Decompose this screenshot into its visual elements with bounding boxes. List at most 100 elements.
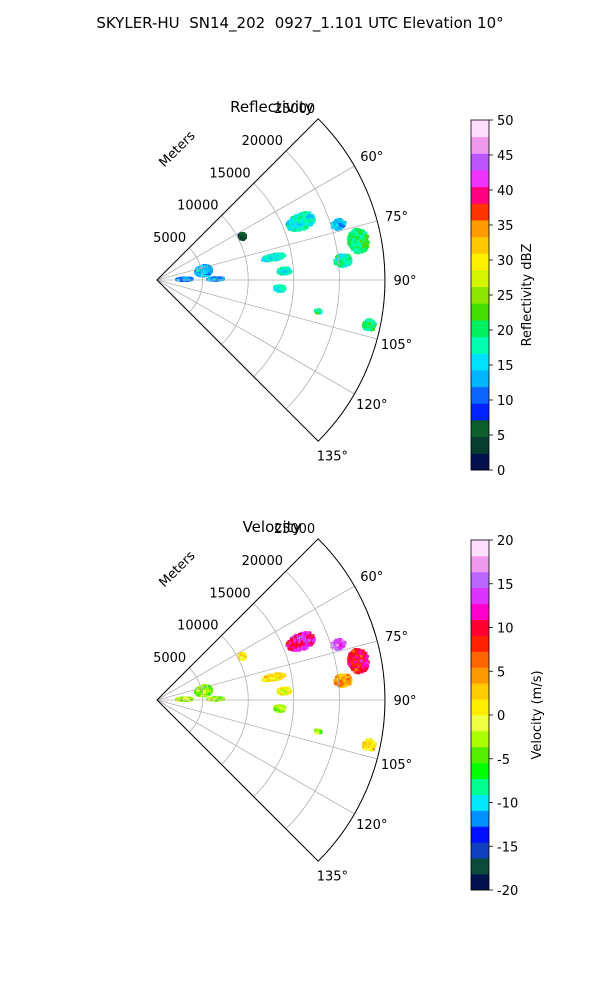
echo-gate bbox=[299, 221, 304, 224]
echo-gate bbox=[286, 271, 290, 275]
echo-gate bbox=[306, 634, 311, 637]
echo-gate bbox=[275, 674, 280, 678]
azimuth-spoke bbox=[156, 585, 355, 701]
echo-gate bbox=[365, 667, 369, 670]
echo-gate bbox=[203, 274, 207, 277]
echo-gate bbox=[335, 676, 339, 679]
colorbar-tick-label: 15 bbox=[497, 578, 514, 593]
echo-gate bbox=[340, 262, 344, 266]
echo-gate bbox=[300, 637, 305, 640]
echo-gate bbox=[278, 252, 282, 256]
echo-gate bbox=[294, 225, 298, 229]
echo-gate bbox=[335, 648, 339, 651]
echo-gate bbox=[354, 243, 358, 246]
echo-gate bbox=[289, 217, 293, 221]
echo-gate bbox=[331, 224, 335, 228]
sector-outline bbox=[156, 538, 386, 862]
echo-gate bbox=[364, 234, 369, 238]
echo-gate bbox=[343, 222, 347, 225]
echo-gate bbox=[301, 222, 305, 225]
echo-gate bbox=[365, 325, 370, 329]
echo-gate bbox=[293, 219, 297, 223]
echo-gate bbox=[359, 245, 363, 248]
echo-gate bbox=[297, 639, 301, 642]
echo-gate bbox=[291, 646, 295, 650]
echo-gate bbox=[339, 259, 343, 263]
echo-gate bbox=[300, 647, 304, 651]
echo-gate bbox=[305, 216, 309, 219]
echo-gate bbox=[281, 254, 285, 257]
radial-tick-label: 5000 bbox=[153, 651, 186, 666]
echo-gate bbox=[319, 309, 323, 313]
echo-gate bbox=[288, 640, 292, 643]
echo-gate bbox=[348, 235, 352, 239]
colorbar-swatch bbox=[471, 120, 489, 138]
echo-gate bbox=[272, 675, 276, 678]
angle-tick-label: 60° bbox=[360, 150, 383, 165]
polar-grid bbox=[156, 118, 386, 442]
echo-gate bbox=[281, 688, 285, 692]
echo-gate bbox=[354, 244, 358, 248]
echo-region bbox=[285, 211, 316, 232]
echo-gate bbox=[275, 254, 280, 258]
echo-gate bbox=[203, 685, 207, 688]
colorbar-swatch bbox=[471, 220, 489, 238]
echo-gate bbox=[293, 635, 297, 639]
colorbar-swatch bbox=[471, 555, 489, 573]
colorbar-tick-label: 10 bbox=[497, 622, 514, 637]
echo-gate bbox=[338, 638, 342, 641]
echo-gate bbox=[366, 324, 371, 327]
echo-gate bbox=[338, 643, 342, 646]
echo-gate bbox=[352, 658, 356, 661]
echo-gate bbox=[242, 236, 247, 240]
echo-gate bbox=[341, 678, 345, 682]
echo-gate bbox=[362, 323, 366, 327]
echo-gate bbox=[306, 214, 311, 217]
azimuth-spoke bbox=[156, 699, 355, 815]
echo-gate bbox=[363, 663, 367, 666]
echo-gate bbox=[307, 216, 311, 219]
echo-gate bbox=[202, 271, 206, 274]
echo-gate bbox=[348, 664, 352, 667]
echo-gate bbox=[351, 660, 355, 664]
echo-gate bbox=[347, 658, 351, 662]
echo-gate bbox=[360, 656, 364, 660]
echo-gate bbox=[360, 669, 364, 673]
echo-gate bbox=[264, 675, 268, 679]
figure-title: SKYLER-HU SN14_202 0927_1.101 UTC Elevat… bbox=[96, 14, 504, 32]
echo-gate bbox=[280, 288, 284, 292]
echo-gate bbox=[272, 255, 276, 258]
echo-gate bbox=[280, 708, 284, 712]
echo-gate bbox=[202, 269, 207, 273]
echo-gate bbox=[309, 221, 314, 224]
echo-gate bbox=[208, 689, 212, 693]
colorbar-swatch bbox=[471, 667, 489, 684]
colorbar-swatch bbox=[471, 730, 489, 748]
echo-gate bbox=[367, 742, 371, 745]
echo-gate bbox=[278, 286, 282, 290]
echo-gate bbox=[291, 222, 295, 226]
echo-gate bbox=[338, 227, 343, 231]
echo-gate bbox=[331, 642, 335, 646]
echo-gate bbox=[356, 671, 360, 674]
echo-gate bbox=[371, 748, 375, 751]
echo-gate bbox=[338, 673, 342, 676]
echo-gate bbox=[370, 741, 374, 744]
echo-gate bbox=[196, 689, 200, 693]
angle-tick-label: 120° bbox=[356, 818, 387, 833]
echo-gate bbox=[239, 653, 243, 657]
echo-region bbox=[175, 276, 194, 282]
echo-gate bbox=[354, 657, 358, 661]
colorbar-swatch bbox=[471, 436, 489, 454]
echo-gate bbox=[370, 321, 374, 324]
colorbar-tick-label: 25 bbox=[497, 289, 514, 304]
echo-gate bbox=[295, 222, 299, 226]
colorbar-swatch bbox=[471, 746, 489, 764]
echo-gate bbox=[364, 739, 369, 742]
azimuth-spoke bbox=[156, 699, 378, 760]
colorbar-tick-label: 15 bbox=[497, 359, 514, 374]
echo-gate bbox=[195, 692, 199, 695]
echo-gate bbox=[354, 663, 358, 666]
echo-gate bbox=[276, 706, 280, 710]
